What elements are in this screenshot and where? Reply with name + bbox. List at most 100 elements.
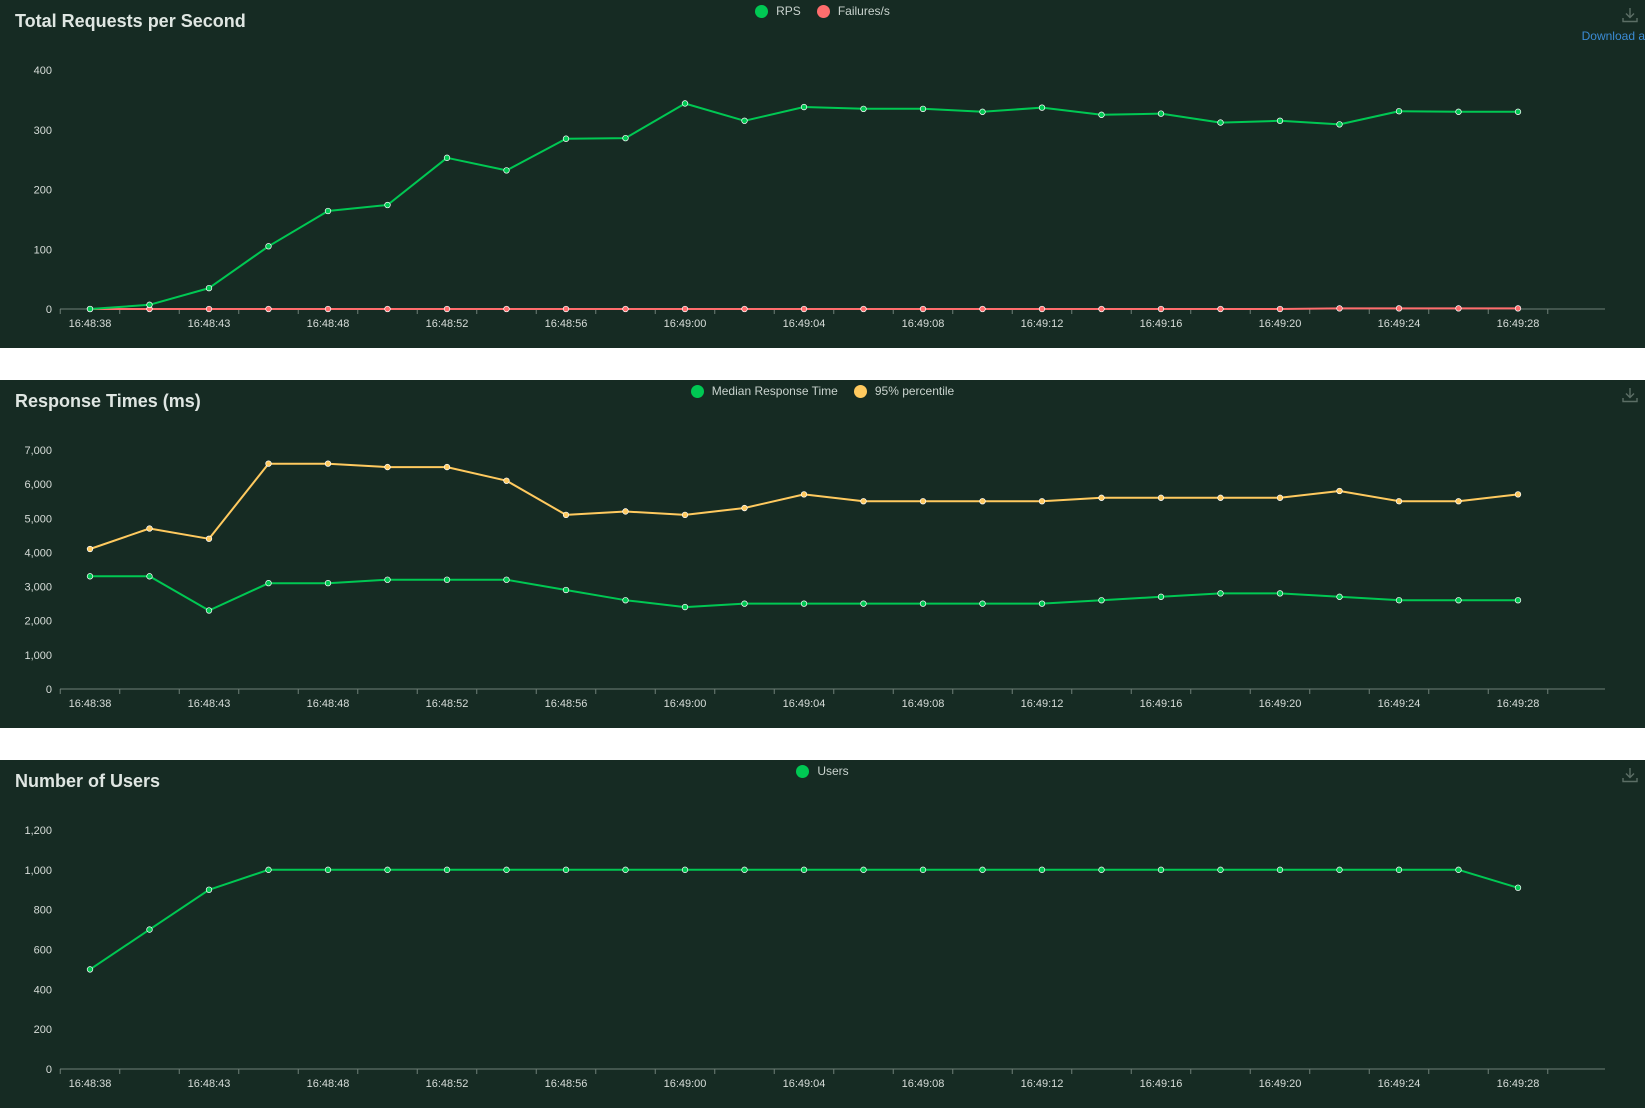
data-point[interactable] <box>1395 597 1403 604</box>
data-point[interactable] <box>1217 494 1224 501</box>
legend-item-users[interactable]: Users <box>796 764 849 778</box>
data-point[interactable] <box>622 305 629 313</box>
data-point[interactable] <box>622 508 629 515</box>
data-point[interactable] <box>979 600 986 607</box>
data-point[interactable] <box>1038 305 1046 313</box>
data-point[interactable] <box>800 103 808 111</box>
data-point[interactable] <box>265 305 272 313</box>
data-point[interactable] <box>1276 590 1284 597</box>
data-point[interactable] <box>384 576 391 583</box>
data-point[interactable] <box>562 305 570 313</box>
data-point[interactable] <box>324 580 332 587</box>
data-point[interactable] <box>562 586 570 594</box>
data-point[interactable] <box>562 135 570 142</box>
data-point[interactable] <box>384 201 391 209</box>
data-point[interactable] <box>503 477 510 484</box>
data-point[interactable] <box>741 117 748 124</box>
data-point[interactable] <box>86 573 94 580</box>
data-point[interactable] <box>1157 494 1165 501</box>
data-point[interactable] <box>265 866 272 873</box>
data-point[interactable] <box>443 576 451 583</box>
data-point[interactable] <box>979 305 986 313</box>
data-point[interactable] <box>1217 590 1224 597</box>
data-point[interactable] <box>1098 597 1105 604</box>
data-point[interactable] <box>860 866 867 873</box>
data-point[interactable] <box>1157 305 1165 313</box>
data-point[interactable] <box>324 207 332 215</box>
data-point[interactable] <box>1455 108 1462 115</box>
data-point[interactable] <box>443 463 451 471</box>
data-point[interactable] <box>1514 597 1522 604</box>
data-point[interactable] <box>979 498 986 505</box>
data-point[interactable] <box>622 866 629 873</box>
data-point[interactable] <box>860 600 867 607</box>
data-point[interactable] <box>860 105 867 112</box>
data-point[interactable] <box>205 535 213 542</box>
data-point[interactable] <box>1336 121 1343 128</box>
download-link[interactable]: Download a <box>1581 29 1645 43</box>
data-point[interactable] <box>265 243 272 250</box>
data-point[interactable] <box>1514 491 1522 498</box>
download-icon[interactable] <box>1621 386 1639 404</box>
data-point[interactable] <box>384 305 391 313</box>
data-point[interactable] <box>146 573 153 580</box>
data-point[interactable] <box>919 105 927 112</box>
data-point[interactable] <box>146 301 153 308</box>
data-point[interactable] <box>860 498 867 505</box>
data-point[interactable] <box>1395 108 1403 115</box>
data-point[interactable] <box>741 504 748 512</box>
download-icon[interactable] <box>1621 6 1639 24</box>
data-point[interactable] <box>1276 305 1284 313</box>
data-point[interactable] <box>800 866 808 873</box>
data-point[interactable] <box>681 100 689 107</box>
data-point[interactable] <box>1514 108 1522 115</box>
download-icon[interactable] <box>1621 766 1639 784</box>
data-point[interactable] <box>1276 494 1284 501</box>
data-point[interactable] <box>1455 866 1462 873</box>
data-point[interactable] <box>1098 111 1105 118</box>
data-point[interactable] <box>562 866 570 873</box>
data-point[interactable] <box>979 108 986 115</box>
data-point[interactable] <box>443 866 451 873</box>
data-point[interactable] <box>800 305 808 313</box>
data-point[interactable] <box>146 926 153 933</box>
data-point[interactable] <box>205 607 213 614</box>
data-point[interactable] <box>205 305 213 313</box>
data-point[interactable] <box>324 460 332 467</box>
data-point[interactable] <box>1217 866 1224 873</box>
data-point[interactable] <box>1098 866 1105 873</box>
data-point[interactable] <box>1217 305 1224 313</box>
data-point[interactable] <box>919 305 927 313</box>
data-point[interactable] <box>503 305 510 313</box>
data-point[interactable] <box>1098 305 1105 313</box>
data-point[interactable] <box>741 305 748 313</box>
data-point[interactable] <box>1455 597 1462 604</box>
data-point[interactable] <box>1038 600 1046 607</box>
data-point[interactable] <box>622 597 629 604</box>
data-point[interactable] <box>1157 866 1165 873</box>
legend-item-95-percentile[interactable]: 95% percentile <box>853 384 954 398</box>
data-point[interactable] <box>919 498 927 505</box>
data-point[interactable] <box>919 600 927 607</box>
data-point[interactable] <box>1098 494 1105 501</box>
data-point[interactable] <box>681 511 689 519</box>
data-point[interactable] <box>324 866 332 873</box>
data-point[interactable] <box>1336 866 1343 873</box>
data-point[interactable] <box>800 491 808 498</box>
data-point[interactable] <box>265 580 272 587</box>
data-point[interactable] <box>146 525 153 532</box>
data-point[interactable] <box>1455 498 1462 505</box>
data-point[interactable] <box>1336 487 1343 495</box>
data-point[interactable] <box>979 866 986 873</box>
data-point[interactable] <box>1276 117 1284 124</box>
data-point[interactable] <box>384 463 391 471</box>
data-point[interactable] <box>741 600 748 607</box>
legend-item-rps[interactable]: RPS <box>755 4 801 18</box>
data-point[interactable] <box>503 866 510 873</box>
data-point[interactable] <box>1217 119 1224 126</box>
data-point[interactable] <box>681 305 689 313</box>
data-point[interactable] <box>265 460 272 467</box>
data-point[interactable] <box>1038 104 1046 111</box>
data-point[interactable] <box>1395 866 1403 873</box>
data-point[interactable] <box>1336 593 1343 600</box>
